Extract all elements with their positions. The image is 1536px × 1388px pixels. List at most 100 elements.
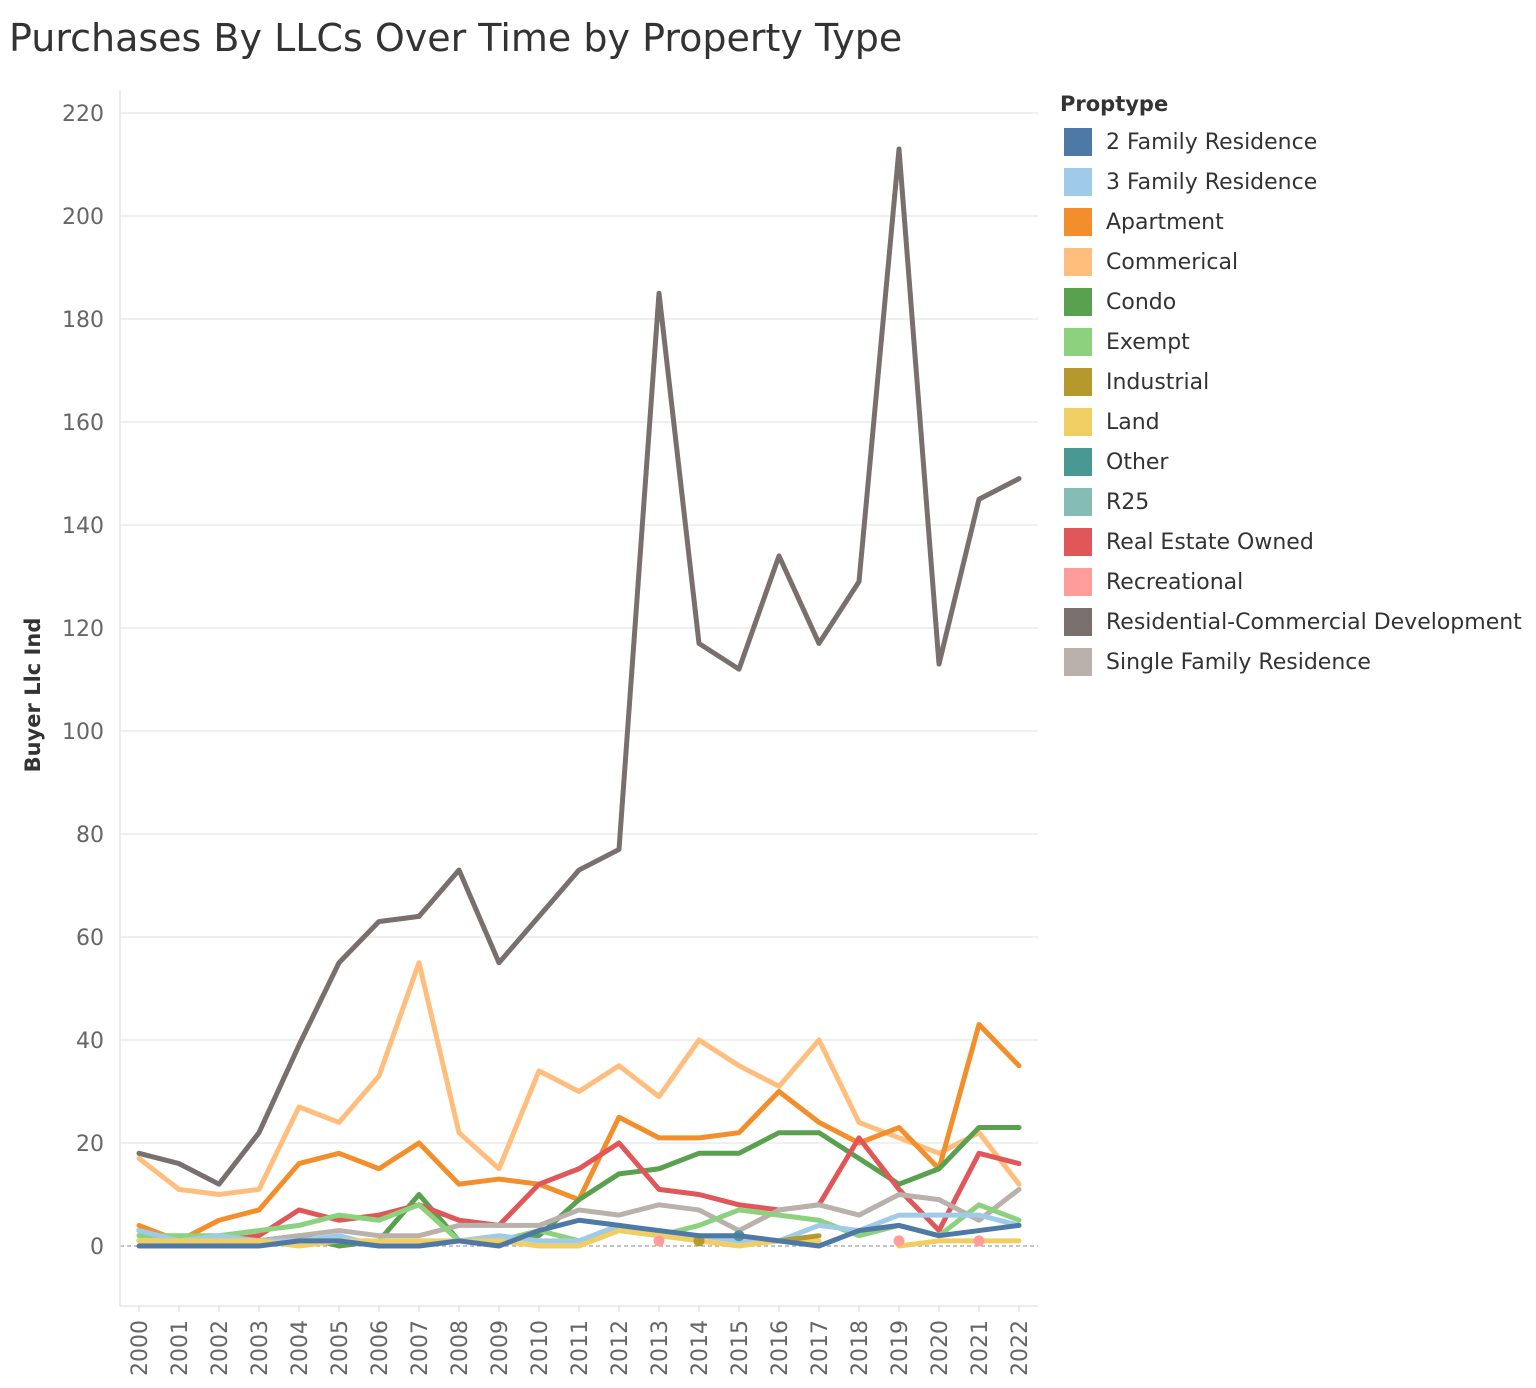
x-tick-label: 2010 bbox=[528, 1320, 553, 1376]
y-tick-label: 100 bbox=[62, 720, 104, 745]
legend-label: Condo bbox=[1106, 289, 1177, 315]
series-line bbox=[136, 1135, 1022, 1244]
legend-label: 2 Family Residence bbox=[1106, 129, 1318, 155]
series-line bbox=[136, 1228, 822, 1249]
series-2-family-residence bbox=[136, 1217, 1022, 1249]
series-line bbox=[896, 1238, 1022, 1249]
legend-item[interactable]: Residential-Commercial Development bbox=[1060, 602, 1522, 642]
y-tick-label: 160 bbox=[62, 411, 104, 436]
y-tick-label: 80 bbox=[76, 823, 104, 848]
data-point bbox=[653, 1235, 665, 1247]
series-land bbox=[136, 1228, 1022, 1249]
x-tick-label: 2008 bbox=[448, 1320, 473, 1376]
legend-item[interactable]: Single Family Residence bbox=[1060, 642, 1522, 682]
legend-item[interactable]: Land bbox=[1060, 402, 1522, 442]
x-tick-label: 2020 bbox=[928, 1320, 953, 1376]
y-tick-label: 120 bbox=[62, 617, 104, 642]
data-point bbox=[893, 1235, 905, 1247]
legend-swatch bbox=[1064, 488, 1092, 516]
x-tick-label: 2005 bbox=[328, 1320, 353, 1376]
series-real-estate-owned bbox=[136, 1135, 1022, 1244]
legend-item[interactable]: 3 Family Residence bbox=[1060, 162, 1522, 202]
legend-label: Land bbox=[1106, 409, 1160, 435]
legend-swatch bbox=[1064, 408, 1092, 436]
legend-item[interactable]: Commerical bbox=[1060, 242, 1522, 282]
chart-title: Purchases By LLCs Over Time by Property … bbox=[9, 16, 903, 60]
y-axis-title: Buyer Llc Ind bbox=[21, 618, 45, 773]
legend-label: R25 bbox=[1106, 489, 1150, 515]
legend-swatch bbox=[1064, 168, 1092, 196]
x-tick-label: 2013 bbox=[648, 1320, 673, 1376]
y-axis-ticks: 0 20 40 60 80 100 120 140 160 180 200 220 bbox=[62, 102, 104, 1260]
y-tick-label: 0 bbox=[90, 1235, 104, 1260]
gridlines bbox=[119, 90, 1038, 1307]
data-point bbox=[973, 1235, 985, 1247]
series-single-family-residence bbox=[136, 1186, 1022, 1244]
legend-item[interactable]: Exempt bbox=[1060, 322, 1522, 362]
series-line bbox=[136, 1217, 1022, 1249]
legend-label: Residential-Commercial Development bbox=[1106, 609, 1522, 635]
x-tick-label: 2003 bbox=[248, 1320, 273, 1376]
legend-label: Exempt bbox=[1106, 329, 1190, 355]
legend-label: Real Estate Owned bbox=[1106, 529, 1314, 555]
legend-swatch bbox=[1064, 248, 1092, 276]
x-tick-label: 2007 bbox=[408, 1320, 433, 1376]
series-line bbox=[136, 146, 1022, 1187]
legend-swatch bbox=[1064, 608, 1092, 636]
legend: Proptype 2 Family Residence 3 Family Resi… bbox=[1060, 92, 1522, 682]
legend-item[interactable]: Industrial bbox=[1060, 362, 1522, 402]
series-line bbox=[136, 1186, 1022, 1244]
legend-swatch bbox=[1064, 128, 1092, 156]
x-tick-label: 2019 bbox=[888, 1320, 913, 1376]
legend-swatch bbox=[1064, 568, 1092, 596]
legend-label: Recreational bbox=[1106, 569, 1244, 595]
x-tick-label: 2000 bbox=[128, 1320, 153, 1376]
legend-swatch bbox=[1064, 648, 1092, 676]
legend-item[interactable]: Other bbox=[1060, 442, 1522, 482]
y-tick-label: 140 bbox=[62, 514, 104, 539]
legend-label: Other bbox=[1106, 449, 1169, 475]
x-tick-label: 2014 bbox=[688, 1320, 713, 1376]
legend-item[interactable]: Real Estate Owned bbox=[1060, 522, 1522, 562]
legend-title: Proptype bbox=[1060, 92, 1169, 116]
x-tick-label: 2018 bbox=[848, 1320, 873, 1376]
x-tick-label: 2021 bbox=[968, 1320, 993, 1376]
y-tick-label: 60 bbox=[76, 926, 104, 951]
x-tick-label: 2006 bbox=[368, 1320, 393, 1376]
series-lines bbox=[136, 146, 1022, 1249]
legend-item[interactable]: R25 bbox=[1060, 482, 1522, 522]
legend-swatch bbox=[1064, 288, 1092, 316]
x-tick-label: 2017 bbox=[808, 1320, 833, 1376]
legend-item[interactable]: Apartment bbox=[1060, 202, 1522, 242]
x-tick-label: 2016 bbox=[768, 1320, 793, 1376]
x-tick-label: 2009 bbox=[488, 1320, 513, 1376]
y-tick-label: 200 bbox=[62, 205, 104, 230]
y-tick-label: 220 bbox=[62, 102, 104, 127]
legend-item[interactable]: Recreational bbox=[1060, 562, 1522, 602]
legend-swatch bbox=[1064, 328, 1092, 356]
legend-swatch bbox=[1064, 528, 1092, 556]
x-tick-label: 2004 bbox=[288, 1320, 313, 1376]
series-recreational bbox=[653, 1235, 985, 1247]
x-tick-label: 2012 bbox=[608, 1320, 633, 1376]
legend-swatch bbox=[1064, 448, 1092, 476]
x-tick-label: 2015 bbox=[728, 1320, 753, 1376]
legend-item[interactable]: 2 Family Residence bbox=[1060, 122, 1522, 162]
legend-label: Industrial bbox=[1106, 369, 1210, 395]
x-tick-label: 2022 bbox=[1008, 1320, 1033, 1376]
series-commerical bbox=[136, 960, 1022, 1197]
legend-label: Single Family Residence bbox=[1106, 649, 1371, 675]
legend-label: Commerical bbox=[1106, 249, 1239, 275]
legend-label: Apartment bbox=[1106, 209, 1224, 235]
x-tick-label: 2002 bbox=[208, 1320, 233, 1376]
x-tick-label: 2011 bbox=[568, 1320, 593, 1376]
y-tick-label: 180 bbox=[62, 308, 104, 333]
legend-swatch bbox=[1064, 368, 1092, 396]
legend-item[interactable]: Condo bbox=[1060, 282, 1522, 322]
series-line bbox=[136, 960, 1022, 1197]
y-tick-label: 40 bbox=[76, 1029, 104, 1054]
y-tick-label: 20 bbox=[76, 1132, 104, 1157]
legend-label: 3 Family Residence bbox=[1106, 169, 1318, 195]
x-axis-ticks: 2000 2001 2002 2003 2004 2005 2006 2007 2008 2009… bbox=[128, 1306, 1033, 1376]
series-residential-commercial-development bbox=[136, 146, 1022, 1187]
